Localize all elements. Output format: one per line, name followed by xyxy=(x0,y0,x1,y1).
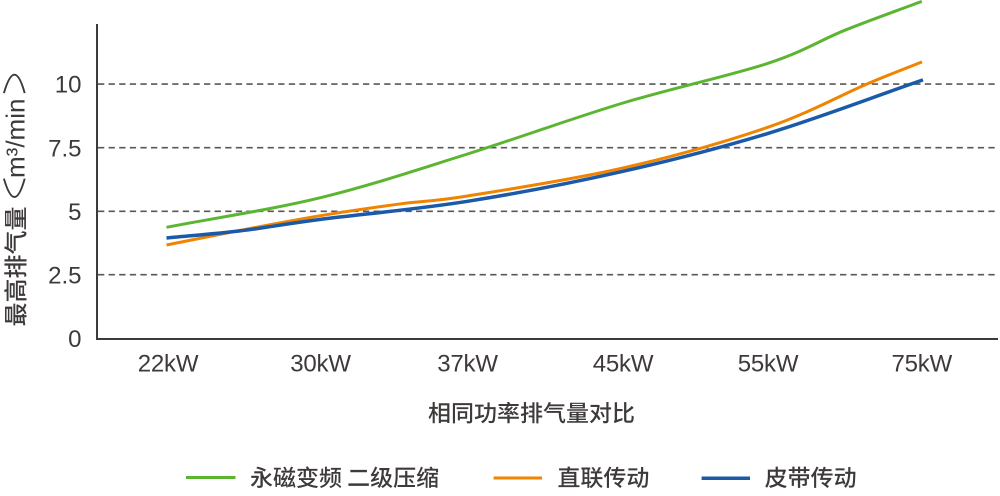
svg-text:37kW: 37kW xyxy=(437,351,498,378)
svg-text:5: 5 xyxy=(68,199,81,226)
svg-text:2.5: 2.5 xyxy=(48,262,81,289)
svg-text:7.5: 7.5 xyxy=(48,135,81,162)
svg-text:30kW: 30kW xyxy=(290,351,351,378)
svg-text:55kW: 55kW xyxy=(738,351,799,378)
svg-text:0: 0 xyxy=(68,326,81,353)
svg-text:22kW: 22kW xyxy=(138,351,199,378)
svg-text:10: 10 xyxy=(55,72,82,99)
svg-text:45kW: 45kW xyxy=(593,351,654,378)
svg-text:75kW: 75kW xyxy=(892,351,953,378)
svg-text:m³/min: m³/min xyxy=(1,99,31,178)
